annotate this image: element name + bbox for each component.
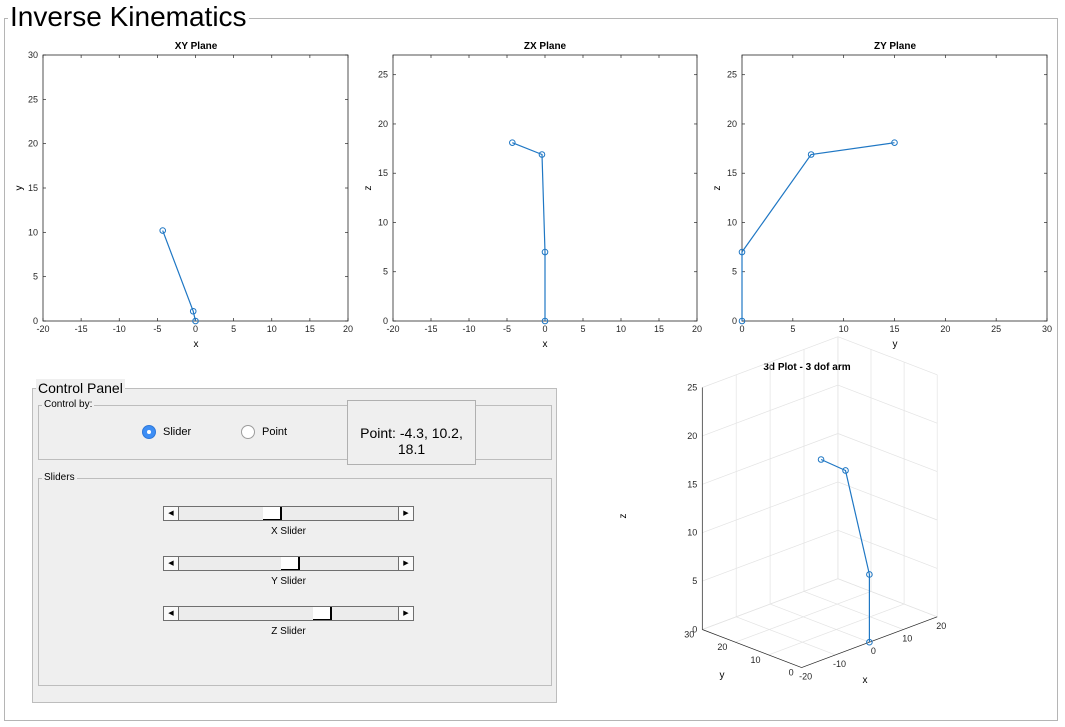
xy-ytick-label: 5: [33, 272, 38, 282]
x-slider-right-arrow-icon[interactable]: ▶: [398, 507, 413, 520]
xy-data-point: [159, 227, 167, 234]
y-slider-right-arrow-icon[interactable]: ▶: [398, 557, 413, 570]
xy-ytick-label: 0: [33, 316, 38, 326]
xy-xtick-label: -20: [36, 324, 49, 334]
radio-unselected-icon: [241, 425, 255, 439]
xy-xtick-label: 5: [231, 324, 236, 334]
control-by-title: Control by:: [42, 399, 95, 411]
x-slider-label: X Slider: [270, 526, 306, 537]
z-slider-left-arrow-icon[interactable]: ◀: [164, 607, 179, 620]
radio-selected-icon: [142, 425, 156, 439]
x-slider[interactable]: ◀ ▶: [163, 506, 414, 521]
xy-xtick-label: -5: [153, 324, 161, 334]
xy-data-point: [189, 307, 197, 315]
xy-xtick-label: 10: [267, 324, 277, 334]
xy-plot-title: XY Plane: [175, 41, 218, 52]
xy-ytick-label: 25: [28, 94, 38, 104]
y-slider-thumb[interactable]: [281, 557, 301, 570]
z-slider-thumb[interactable]: [313, 607, 333, 620]
xy-ytick-label: 30: [28, 50, 38, 60]
y-slider-left-arrow-icon[interactable]: ◀: [164, 557, 179, 570]
xy-series-line: [162, 230, 197, 322]
slider-radio-label: Slider: [163, 426, 192, 438]
xy-xtick-label: 0: [193, 324, 198, 334]
point-readout: Point: -4.3, 10.2, 18.1: [347, 400, 476, 465]
xy-ytick-label: 15: [28, 183, 38, 193]
z-slider[interactable]: ◀ ▶: [163, 606, 414, 621]
xy-axes-box: [42, 54, 349, 322]
xy-data-point: [192, 317, 199, 325]
z-slider-right-arrow-icon[interactable]: ▶: [398, 607, 413, 620]
point-radio-label: Point: [262, 426, 288, 438]
app-frame: [4, 18, 1058, 721]
xy-xtick-label: -15: [75, 324, 88, 334]
x-slider-thumb[interactable]: [262, 507, 282, 520]
xy-xtick-label: 20: [343, 324, 353, 334]
xy-ytick-label: 10: [28, 227, 38, 237]
slider-radio[interactable]: Slider: [142, 425, 191, 439]
control-panel-title: Control Panel: [36, 379, 125, 397]
xy-ylabel: y: [14, 186, 25, 191]
xy-ytick-label: 20: [28, 139, 38, 149]
app-title: Inverse Kinematics: [8, 1, 249, 33]
y-slider[interactable]: ◀ ▶: [163, 556, 414, 571]
x-slider-left-arrow-icon[interactable]: ◀: [164, 507, 179, 520]
xy-xtick-label: 15: [305, 324, 315, 334]
z-slider-label: Z Slider: [271, 626, 306, 637]
xy-xtick-label: -10: [113, 324, 126, 334]
point-radio[interactable]: Point: [241, 425, 287, 439]
y-slider-label: Y Slider: [271, 576, 306, 587]
sliders-group-title: Sliders: [42, 472, 77, 484]
xy-xlabel: x: [194, 339, 199, 350]
